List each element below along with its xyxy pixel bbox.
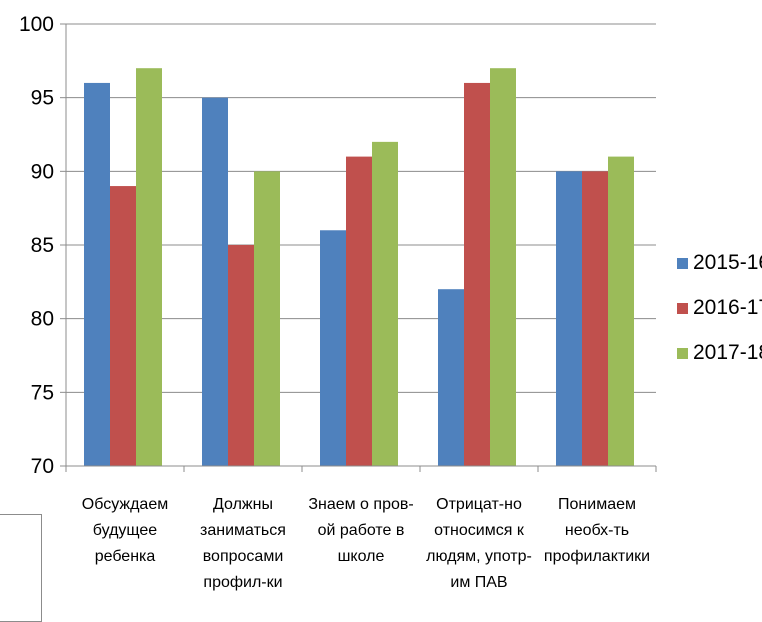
x-category-label: Должны заниматься вопросами профил-ки: [200, 496, 286, 591]
bar-2017-18-4: [490, 68, 516, 466]
legend-swatch-2017-18: [677, 348, 688, 359]
bar-2017-18-3: [372, 141, 398, 466]
axes: [60, 23, 657, 472]
legend-label-2015-16: 2015-16: [693, 251, 762, 274]
legend-label-2017-18: 2017-18: [693, 341, 762, 364]
y-tick-labels: 70 75 80 85 90 95 100: [19, 13, 54, 478]
bar-2015-16-2: [202, 97, 228, 467]
bar-2016-17-1: [110, 186, 136, 467]
bar-2016-17-2: [228, 245, 254, 466]
y-tick-label: 75: [31, 381, 54, 404]
bar-2015-16-1: [84, 82, 110, 466]
x-category-label: Обсуждаем будущее ребенка: [82, 496, 168, 565]
x-category-label: Знаем о пров-ой работе в школе: [308, 496, 413, 565]
y-tick-label: 100: [19, 13, 54, 36]
bar-2015-16-4: [438, 289, 464, 466]
y-tick-label: 90: [31, 160, 54, 183]
bar-2015-16-5: [556, 171, 582, 467]
bar-2016-17-3: [346, 156, 372, 466]
legend: 2015-16 2016-17 2017-18: [677, 251, 762, 364]
x-category-label: Отрицат-но относимся к людям, употр-им ПАВ: [426, 496, 532, 591]
legend-swatch-2016-17: [677, 303, 688, 314]
y-tick-label: 70: [31, 455, 54, 478]
y-tick-label: 80: [31, 308, 54, 331]
legend-label-2016-17: 2016-17: [693, 296, 762, 319]
bar-2017-18-2: [254, 171, 280, 467]
bar-2017-18-1: [136, 68, 162, 466]
x-category-label: Понимаем необх-ть профилактики: [544, 496, 650, 565]
bar-2015-16-3: [320, 230, 346, 466]
legend-swatch-2015-16: [677, 258, 688, 269]
x-category-labels: Обсуждаем будущее ребенка Должны заниматься в…: [82, 496, 650, 591]
bars: [84, 68, 634, 467]
y-tick-label: 85: [31, 234, 54, 257]
bar-2016-17-5: [582, 171, 608, 467]
partial-text-box-frame: [0, 514, 42, 622]
y-tick-label: 95: [31, 87, 54, 110]
bar-2016-17-4: [464, 82, 490, 466]
bar-2017-18-5: [608, 156, 634, 466]
